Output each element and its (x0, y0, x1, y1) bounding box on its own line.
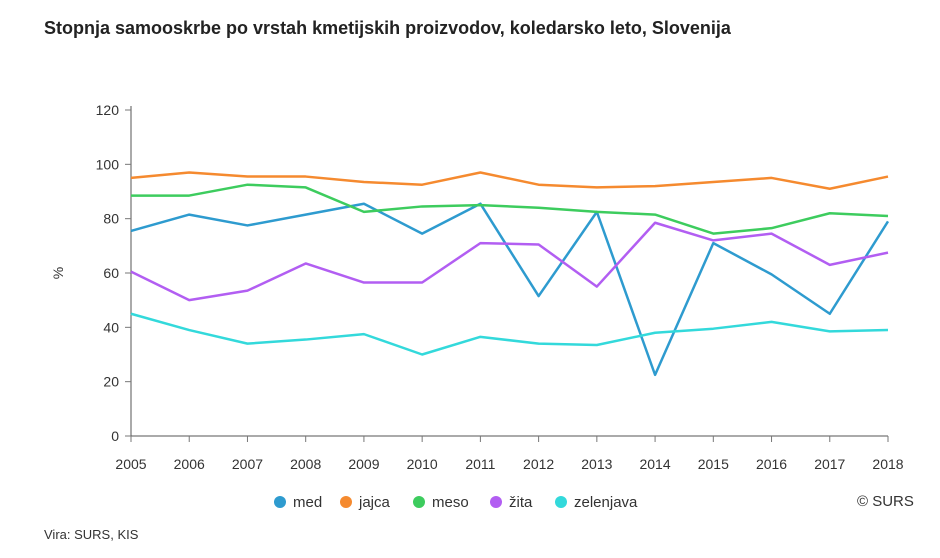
series-line-med (130, 202, 890, 377)
y-tick-label: 40 (103, 319, 119, 335)
x-tick-label: 2009 (348, 456, 379, 472)
series-line-zelenjava (130, 312, 889, 356)
x-tick-label: 2011 (465, 456, 495, 472)
x-tick-label: 2016 (756, 456, 787, 472)
x-tick-label: 2010 (407, 456, 438, 472)
y-tick-label: 100 (96, 156, 120, 172)
x-tick-label: 2006 (174, 456, 205, 472)
y-tick-label: 0 (111, 428, 119, 444)
chart-title: Stopnja samooskrbe po vrstah kmetijskih … (44, 18, 731, 38)
series-line-jajca (130, 171, 889, 191)
copyright: © SURS (857, 493, 914, 510)
x-tick-label: 2013 (581, 456, 612, 472)
y-axis-label: % (50, 267, 66, 279)
x-tick-label: 2017 (814, 456, 845, 472)
legend-label: med (293, 494, 322, 511)
source-note: Vira: SURS, KIS (44, 527, 139, 542)
x-tick-label: 2018 (872, 456, 903, 472)
x-tick-label: 2014 (639, 456, 670, 472)
series-line-žita (130, 221, 889, 302)
x-tick-label: 2005 (115, 456, 146, 472)
legend-label: zelenjava (574, 494, 638, 511)
y-tick-label: 20 (103, 374, 119, 390)
series-line-meso (131, 183, 889, 235)
x-tick-label: 2007 (232, 456, 263, 472)
legend-marker-meso (413, 496, 425, 508)
legend-label: jajca (358, 494, 391, 511)
legend-label: meso (432, 494, 469, 511)
x-tick-label: 2008 (290, 456, 321, 472)
legend-label: žita (509, 494, 533, 511)
x-tick-label: 2015 (698, 456, 729, 472)
y-tick-label: 120 (96, 102, 120, 118)
x-tick-label: 2012 (523, 456, 554, 472)
legend-marker-zelenjava (555, 496, 567, 508)
legend-marker-žita (490, 496, 502, 508)
y-tick-label: 60 (103, 265, 119, 281)
legend-marker-med (274, 496, 286, 508)
y-tick-label: 80 (103, 211, 119, 227)
legend-marker-jajca (340, 496, 352, 508)
